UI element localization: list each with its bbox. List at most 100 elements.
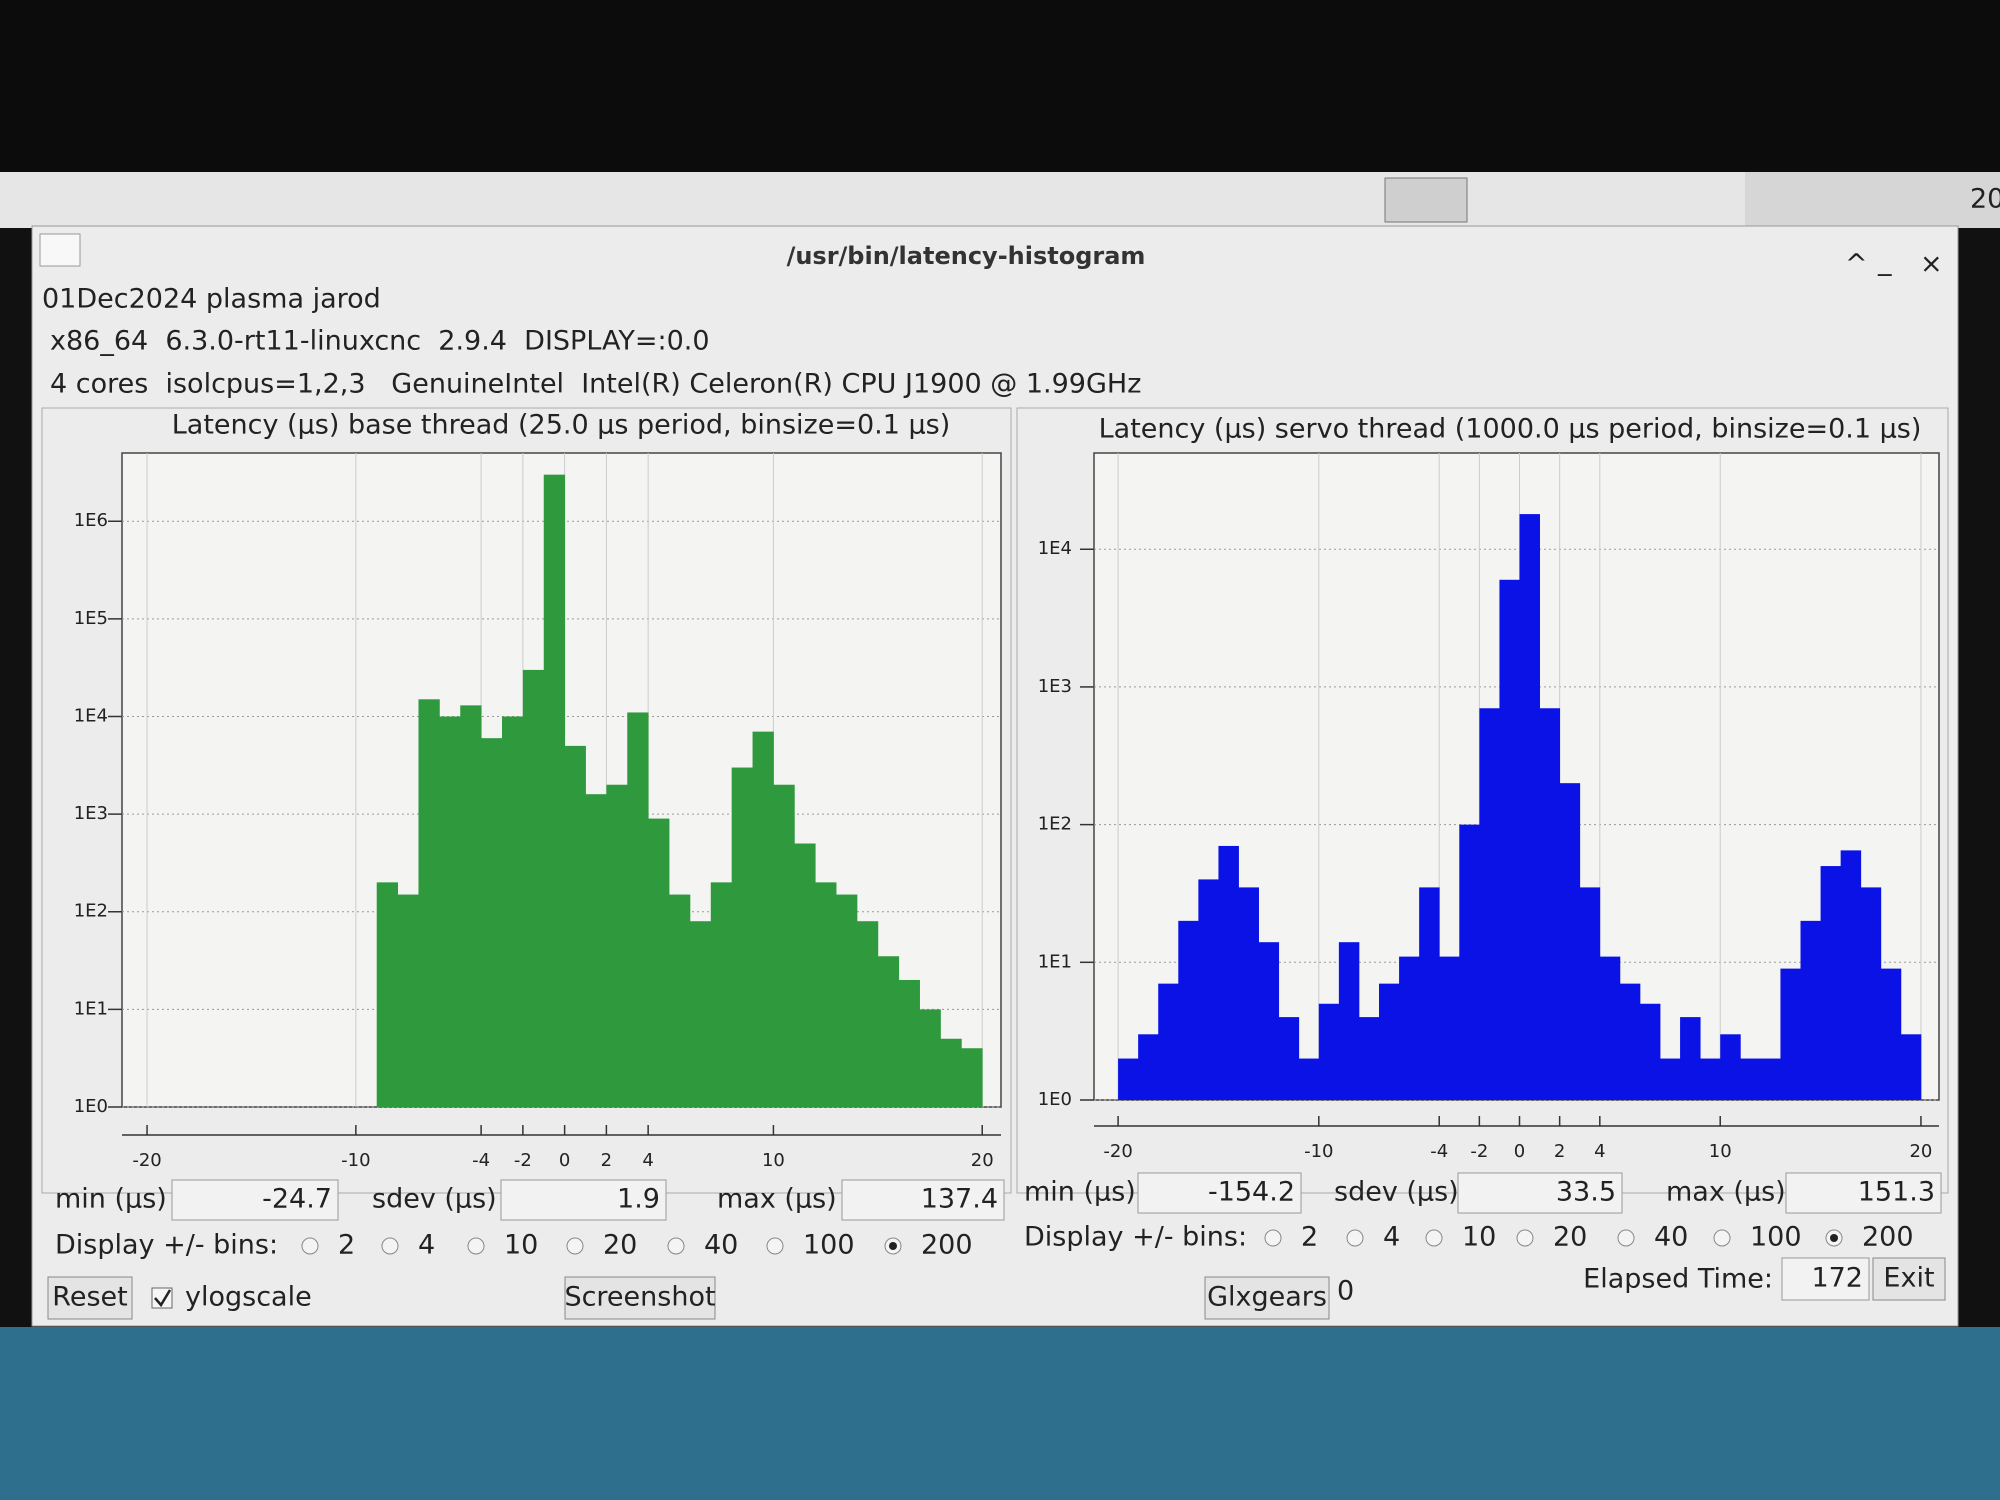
x-tick-label: 20 [1909,1141,1932,1162]
radio-label[interactable]: 10 [1462,1222,1496,1253]
bar [1138,1034,1159,1100]
minimize-button[interactable]: _ [1877,246,1892,277]
bar [1539,708,1561,1100]
bar [1419,887,1440,1100]
stat-value: -154.2 [1208,1177,1295,1208]
bar [1760,1058,1781,1100]
x-tick-label: 10 [1709,1141,1732,1162]
workspace-switcher[interactable] [1384,177,1468,223]
stat-value: -24.7 [262,1184,332,1215]
bar [481,738,503,1107]
close-button[interactable]: × [1920,249,1943,280]
radio-label[interactable]: 20 [603,1230,637,1261]
radio-label[interactable]: 100 [1750,1222,1802,1253]
x-tick-label: -10 [1304,1141,1333,1162]
bar [1459,824,1480,1100]
bar [1880,968,1902,1100]
radio-dot [889,1242,897,1250]
y-tick-label: 1E3 [1038,676,1072,697]
exit-button[interactable] [1872,1257,1946,1301]
x-tick-label: 2 [1554,1141,1565,1162]
radio-label[interactable]: 2 [338,1230,355,1261]
radio-label[interactable]: 200 [1862,1222,1914,1253]
radio-label[interactable]: 10 [504,1230,538,1261]
bins-label: Display +/- bins: [55,1230,278,1261]
taskbar [0,172,2000,228]
radio-label[interactable]: 40 [704,1230,738,1261]
radio-label[interactable]: 2 [1301,1222,1318,1253]
bar [606,784,628,1107]
reset-button[interactable] [47,1276,133,1320]
stat-field [1137,1172,1302,1214]
bar [1198,879,1219,1100]
info-line: 01Dec2024 plasma jarod [42,284,381,315]
bar [1278,1017,1300,1100]
glxgears-button[interactable] [1204,1276,1330,1320]
radio-button[interactable] [301,1237,319,1255]
stat-label: sdev (µs) [1334,1177,1459,1208]
checkbox-label[interactable]: ylogscale [185,1282,312,1313]
screenshot-button-label[interactable]: Screenshot [564,1282,715,1313]
bar [773,784,795,1107]
radio-button[interactable] [1346,1229,1364,1247]
radio-button[interactable] [1617,1229,1635,1247]
bar [1118,1058,1139,1100]
bar [1639,1003,1661,1100]
radio-label[interactable]: 20 [1553,1222,1587,1253]
bar [961,1048,983,1107]
radio-label[interactable]: 40 [1654,1222,1688,1253]
reset-button-label[interactable]: Reset [52,1282,127,1313]
bar [522,669,545,1107]
radio-button[interactable] [667,1237,685,1255]
radio-button[interactable] [1425,1229,1443,1247]
radio-button[interactable] [566,1237,584,1255]
exit-label[interactable]: Exit [1883,1263,1934,1294]
radio-button[interactable] [1713,1229,1731,1247]
radio-button[interactable] [467,1237,485,1255]
y-tick-label: 1E1 [1038,951,1072,972]
bar [1379,983,1400,1100]
radio-label[interactable]: 4 [418,1230,435,1261]
bar [1399,956,1420,1100]
screenshot-button[interactable] [564,1276,716,1320]
y-tick-label: 1E2 [74,901,108,922]
bar [585,794,607,1107]
glxgears-button-label[interactable]: Glxgears [1207,1282,1327,1313]
bar [1439,956,1460,1100]
bar [1499,579,1520,1100]
radio-button[interactable] [1264,1229,1282,1247]
bar [1700,1058,1721,1100]
bar [1900,1034,1922,1100]
bar [1338,942,1360,1100]
window-title: /usr/bin/latency-histogram [787,242,1146,270]
x-tick-label: -10 [341,1150,370,1171]
x-tick-label: -2 [1470,1141,1488,1162]
chart-title: Latency (µs) servo thread (1000.0 µs per… [1099,414,1922,445]
bar [543,474,566,1107]
radio-label[interactable]: 200 [921,1230,973,1261]
stat-label: min (µs) [1024,1177,1136,1208]
stat-field [841,1179,1005,1221]
bar [1178,920,1199,1100]
x-tick-label: -4 [472,1150,490,1171]
stat-label: max (µs) [717,1184,837,1215]
radio-dot [1830,1234,1838,1242]
bar [501,716,524,1107]
stat-value: 33.5 [1556,1177,1616,1208]
bar [627,712,649,1107]
stat-field [171,1179,339,1221]
radio-label[interactable]: 4 [1383,1222,1400,1253]
chart-title: Latency (µs) base thread (25.0 µs period… [172,410,951,441]
radio-label[interactable]: 100 [803,1230,855,1261]
checkmark [154,1289,172,1308]
bar [1298,1058,1320,1100]
elapsed-label: Elapsed Time: [1583,1264,1773,1295]
window-menu[interactable] [39,233,81,267]
radio-button[interactable] [1516,1229,1534,1247]
stat-value: 151.3 [1858,1177,1935,1208]
radio-button[interactable] [381,1237,399,1255]
bar [794,843,816,1107]
y-tick-label: 1E6 [74,510,108,531]
maximize-button[interactable]: ^ [1845,249,1868,280]
radio-button[interactable] [766,1237,784,1255]
